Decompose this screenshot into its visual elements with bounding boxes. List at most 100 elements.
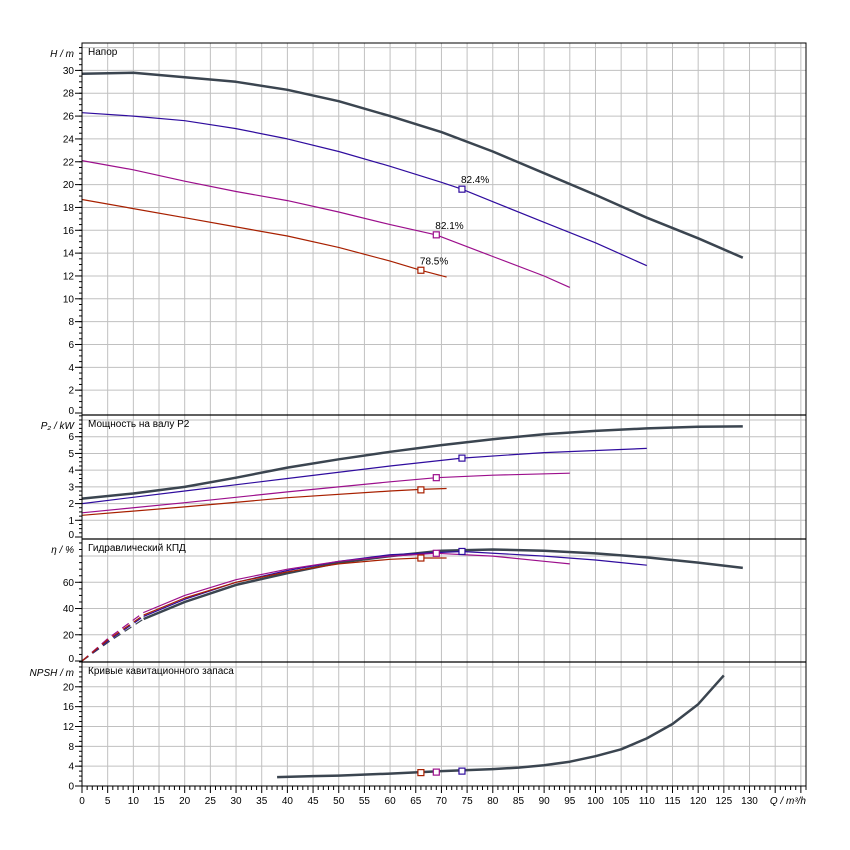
marker-label-blue: 82.4% xyxy=(461,175,489,186)
x-tick-label: 10 xyxy=(128,796,140,807)
y-tick-label: 8 xyxy=(68,742,74,753)
y-tick-label: 3 xyxy=(68,482,74,493)
x-axis-label: Q / m³/h xyxy=(770,796,807,807)
marker-label-magenta: 82.1% xyxy=(435,221,463,232)
x-tick-label: 100 xyxy=(587,796,604,807)
y-tick-label: 16 xyxy=(63,226,75,237)
x-tick-label: 70 xyxy=(436,796,448,807)
series-line-max xyxy=(81,425,743,500)
y-tick-label: 0 xyxy=(68,406,74,417)
x-tick-label: 55 xyxy=(359,796,371,807)
x-tick-label: 20 xyxy=(179,796,191,807)
x-tick-label: 75 xyxy=(462,796,474,807)
x-tick-label: 105 xyxy=(613,796,630,807)
x-tick-label: 60 xyxy=(385,796,397,807)
x-tick-label: 80 xyxy=(487,796,499,807)
y-tick-label: 14 xyxy=(63,249,75,260)
y-axis-label: NPSH / m xyxy=(30,668,74,679)
y-tick-label: 12 xyxy=(63,271,75,282)
marker-magenta xyxy=(432,474,440,482)
marker-blue xyxy=(458,185,466,193)
y-tick-label: 10 xyxy=(63,294,75,305)
series-line-blue xyxy=(143,550,647,617)
y-tick-label: 20 xyxy=(63,630,75,641)
series-line-max xyxy=(277,674,725,779)
x-tick-label: 50 xyxy=(333,796,345,807)
y-tick-label: 22 xyxy=(63,157,75,168)
y-tick-label: 40 xyxy=(63,604,75,615)
x-tick-label: 90 xyxy=(539,796,551,807)
y-tick-label: 26 xyxy=(63,112,75,123)
panel-title: Кривые кавитационного запаса xyxy=(88,666,234,677)
y-axis-label: P₂ / kW xyxy=(41,421,76,432)
y-tick-label: 1 xyxy=(68,516,74,527)
x-tick-label: 0 xyxy=(79,796,85,807)
marker-red xyxy=(417,266,425,274)
y-axis-label: H / m xyxy=(50,49,74,60)
y-tick-label: 4 xyxy=(68,466,74,477)
marker-blue xyxy=(458,767,466,775)
x-tick-label: 25 xyxy=(205,796,217,807)
x-tick-label: 110 xyxy=(639,796,655,807)
y-tick-label: 28 xyxy=(63,89,75,100)
y-tick-label: 0 xyxy=(68,530,74,541)
x-tick-label: 125 xyxy=(716,796,733,807)
marker-blue xyxy=(458,547,466,556)
marker-red xyxy=(417,769,425,777)
x-tick-label: 15 xyxy=(153,796,165,807)
series-line-blue xyxy=(81,112,648,267)
series-line-max xyxy=(143,548,743,621)
y-tick-label: 24 xyxy=(63,134,75,145)
series-line-red xyxy=(81,487,447,516)
marker-magenta xyxy=(432,549,440,557)
y-tick-label: 20 xyxy=(63,682,75,693)
y-tick-label: 6 xyxy=(68,340,74,351)
x-tick-label: 35 xyxy=(256,796,268,807)
y-tick-label: 8 xyxy=(68,317,74,328)
y-axis-label: η / % xyxy=(51,545,74,556)
x-tick-label: 130 xyxy=(741,796,758,807)
marker-red xyxy=(417,486,425,494)
y-tick-label: 5 xyxy=(68,449,74,460)
y-tick-label: 60 xyxy=(63,578,75,589)
marker-label-red: 78.5% xyxy=(420,256,448,267)
y-tick-label: 0 xyxy=(68,654,74,665)
series-line-max-dashed xyxy=(81,618,144,662)
y-tick-label: 4 xyxy=(68,363,74,374)
x-tick-label: 5 xyxy=(105,796,111,807)
x-tick-label: 95 xyxy=(564,796,576,807)
x-tick-label: 45 xyxy=(308,796,320,807)
series-line-red-dashed xyxy=(81,614,144,662)
marker-magenta xyxy=(432,231,440,239)
series-line-blue-dashed xyxy=(81,615,144,662)
x-tick-label: 120 xyxy=(690,796,707,807)
series-line-red xyxy=(143,557,447,616)
marker-magenta xyxy=(432,768,440,776)
y-tick-label: 2 xyxy=(68,499,74,510)
series-line-red xyxy=(81,198,447,278)
marker-blue xyxy=(458,454,466,462)
y-tick-label: 30 xyxy=(63,66,75,77)
y-tick-label: 18 xyxy=(63,203,75,214)
y-tick-label: 12 xyxy=(63,722,75,733)
series-line-magenta xyxy=(81,472,570,514)
y-tick-label: 6 xyxy=(68,432,74,443)
series-line-blue xyxy=(81,447,647,505)
marker-red xyxy=(417,554,425,562)
series-line-magenta xyxy=(143,552,570,614)
panel-title: Гидравлический КПД xyxy=(88,543,186,554)
x-tick-label: 40 xyxy=(282,796,294,807)
x-tick-label: 30 xyxy=(230,796,242,807)
panel-title: Напор xyxy=(88,47,118,58)
y-tick-label: 20 xyxy=(63,180,75,191)
series-line-magenta xyxy=(81,160,571,288)
y-tick-label: 16 xyxy=(63,702,75,713)
series-line-max xyxy=(81,71,744,259)
x-tick-label: 65 xyxy=(410,796,422,807)
x-tick-label: 115 xyxy=(665,796,681,807)
x-tick-label: 85 xyxy=(513,796,525,807)
y-tick-label: 2 xyxy=(68,386,74,397)
y-tick-label: 4 xyxy=(68,762,74,773)
